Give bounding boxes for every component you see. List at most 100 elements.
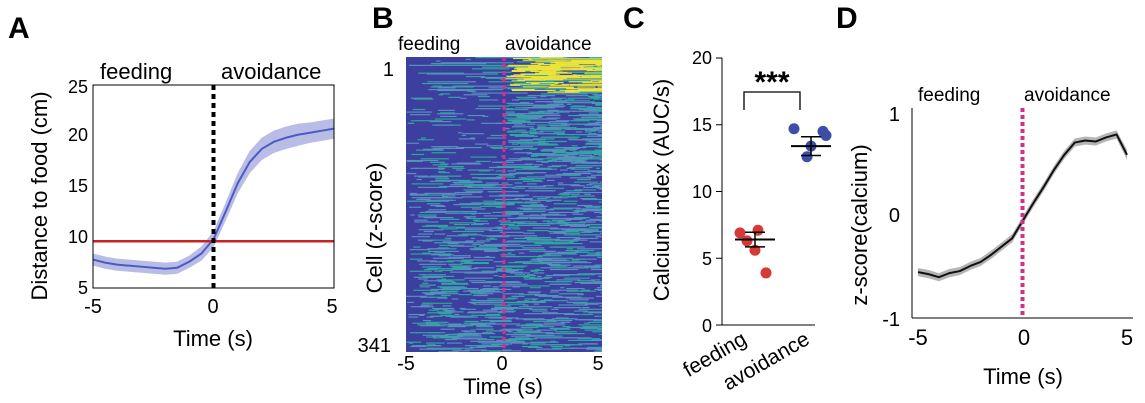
panel-b-heat-segment	[524, 163, 534, 165]
panel-b-heat-segment	[496, 268, 524, 271]
panel-b-heat-segment	[441, 193, 473, 195]
panel-b-heat-segment	[424, 293, 443, 295]
panel-b-heat-segment	[560, 287, 565, 289]
panel-b-heat-segment	[428, 89, 492, 91]
panel-b-heat-segment	[595, 236, 602, 238]
panel-b-heat-segment	[530, 236, 552, 239]
panel-b-heat-segment	[536, 257, 557, 259]
panel-b-heat-segment	[511, 99, 520, 101]
panel-b-heat-segment	[589, 227, 602, 229]
panel-b-heat-segment	[485, 238, 498, 240]
panel-a: A feeding avoidance 5 10 15 20 25 -5 0 5…	[8, 12, 338, 351]
panel-b-heat-segment	[452, 181, 483, 183]
panel-b-heat-segment	[590, 96, 602, 98]
panel-a-annotation-avoidance: avoidance	[221, 59, 321, 84]
panel-b-heat-segment	[454, 191, 482, 194]
panel-b-heat-segment	[450, 179, 471, 182]
panel-b-heat-segment	[595, 104, 602, 106]
panel-b-heat-segment	[532, 78, 602, 80]
panel-b-heat-segment	[568, 241, 575, 243]
panel-b-heat-segment	[438, 281, 455, 283]
panel-b-heat-segment	[549, 136, 580, 138]
panel-b-heat-segment	[497, 350, 521, 352]
panel-b-heat-segment	[412, 322, 439, 324]
panel-b-heat-segment	[507, 102, 534, 105]
panel-b-heat-segment	[551, 103, 561, 105]
panel-b-heat-segment	[470, 346, 486, 348]
panel-b-heat-segment	[575, 210, 587, 213]
panel-b-heat-segment	[527, 95, 555, 97]
panel-b-heat-segment	[479, 288, 512, 291]
panel-b-heat-segment	[434, 251, 446, 253]
panel-c-significance-bracket	[743, 91, 801, 110]
panel-b-heat-segment	[512, 104, 544, 106]
panel-b-heat-segment	[512, 286, 520, 288]
panel-b-heat-segment	[530, 155, 538, 157]
panel-b-heat-segment	[487, 298, 516, 300]
panel-b-heat-segment	[410, 97, 432, 99]
panel-b-heat-segment	[548, 127, 577, 129]
panel-b-heat-segment	[537, 84, 601, 86]
panel-b-heat-segment	[563, 155, 576, 157]
panel-b-heat-segment	[468, 289, 496, 291]
panel-b-heat-segment	[542, 118, 557, 120]
panel-b-heat-segment	[460, 234, 478, 236]
panel-b-heat-segment	[471, 177, 479, 179]
panel-b-heat-segment	[447, 326, 466, 328]
panel-a-ytick-25: 25	[68, 77, 88, 97]
panel-b-heat-segment	[512, 307, 518, 309]
panel-b-heat-segment	[485, 186, 510, 188]
panel-b-heat-segment	[524, 300, 529, 302]
panel-b-heat-segment	[529, 132, 537, 134]
panel-b-heat-segment	[438, 168, 444, 170]
panel-b-heat-segment	[415, 149, 444, 151]
panel-b-heat-segment	[564, 277, 590, 279]
panel-b-heat-segment	[596, 167, 601, 169]
panel-b-heat-segment	[514, 166, 538, 169]
panel-b-heat-segment	[429, 275, 444, 278]
panel-b-heat-segment	[450, 316, 478, 318]
panel-b-heat-segment	[596, 251, 602, 253]
panel-b-heat-segment	[570, 347, 590, 349]
panel-b-heat-segment	[505, 164, 533, 166]
panel-b-heat-segment	[553, 90, 565, 92]
panel-b-heat-segment	[410, 253, 434, 255]
panel-b-heat-segment	[448, 311, 462, 313]
panel-b-heat-segment	[601, 230, 602, 232]
panel-b-heat-segment	[578, 324, 602, 326]
panel-b-heat-segment	[504, 77, 531, 79]
panel-b-heat-segment	[507, 303, 525, 305]
panel-b-heat-segment	[551, 219, 572, 221]
panel-b-heat-segment	[471, 92, 491, 94]
panel-b-heat-segment	[470, 156, 497, 158]
panel-b-heat-segment	[529, 335, 536, 337]
panel-b-heat-segment	[550, 268, 579, 271]
panel-b-heat-segment	[448, 263, 463, 265]
panel-b-heat-segment	[581, 313, 593, 316]
panel-b-heat-segment	[545, 88, 602, 90]
panel-b-heat-segment	[464, 277, 493, 279]
panel-b-heat-segment	[494, 227, 500, 229]
panel-b-heat-segment	[506, 271, 523, 273]
panel-b-heat-segment	[499, 285, 531, 287]
panel-b-heat-segment	[600, 146, 602, 148]
panel-b-heat-segment	[427, 312, 454, 314]
panel-b-heat-segment	[547, 313, 575, 315]
panel-b-heat-segment	[466, 119, 475, 121]
panel-b-heat-segment	[546, 179, 555, 182]
panel-b-heat-segment	[521, 324, 551, 326]
panel-b-heat-segment	[482, 71, 512, 73]
panel-b-heat-segment	[546, 200, 552, 202]
panel-b-heat-segment	[470, 340, 486, 342]
panel-b-heat-segment	[513, 340, 525, 342]
panel-b-heat-segment	[551, 319, 573, 322]
panel-b-heat-segment	[465, 191, 484, 193]
panel-b-heat-segment	[516, 202, 538, 204]
panel-b-heat-segment	[598, 201, 602, 203]
panel-b-heat-segment	[452, 167, 465, 169]
panel-b-heat-segment	[507, 240, 527, 242]
panel-b-heat-segment	[438, 351, 459, 352]
panel-b-heat-segment	[426, 332, 446, 334]
panel-b-heat-segment	[449, 222, 476, 224]
panel-b-heat-segment	[559, 322, 564, 324]
